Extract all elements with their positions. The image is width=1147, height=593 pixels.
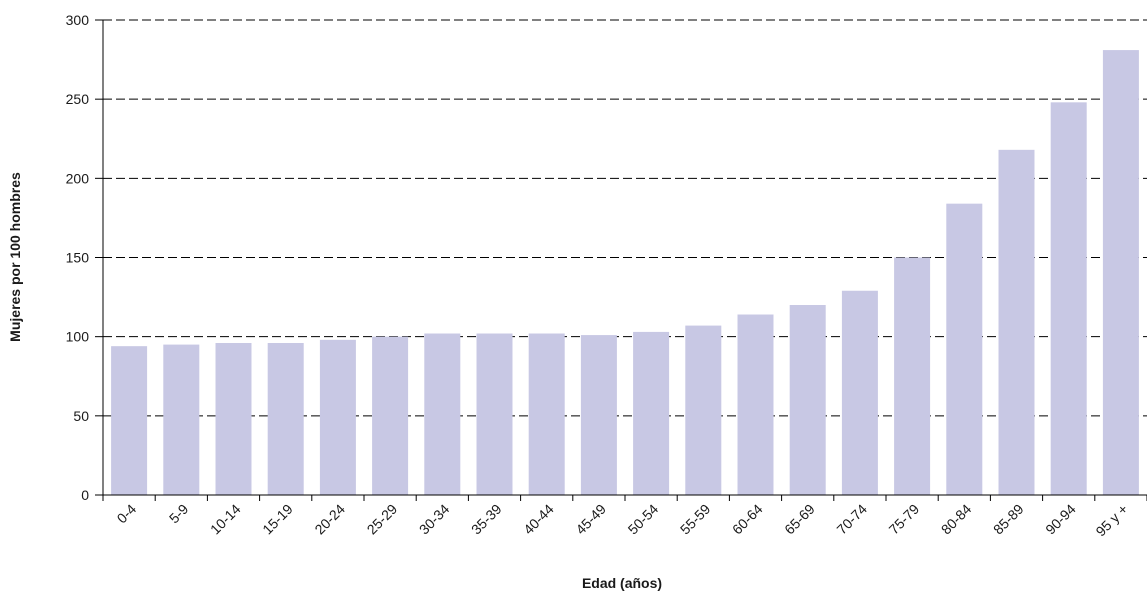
x-tick-label: 90-94 (1042, 501, 1079, 538)
y-tick-label: 250 (66, 91, 90, 107)
x-tick-label: 15-19 (259, 501, 296, 538)
bars (111, 50, 1139, 496)
x-tick-label: 95 y + (1092, 501, 1131, 540)
y-tick-label: 200 (66, 170, 90, 186)
bar-40-44 (528, 333, 565, 495)
bar-85-89 (998, 149, 1035, 496)
x-tick-label: 45-49 (572, 501, 609, 538)
bar-0-4 (111, 346, 148, 495)
x-tick-label: 35-39 (468, 501, 505, 538)
bar-70-74 (841, 290, 878, 495)
bar-80-84 (946, 203, 983, 495)
x-tick-label: 0-4 (114, 501, 140, 527)
bar-50-54 (633, 331, 670, 495)
x-tick-label: 60-64 (729, 501, 766, 538)
x-tick-label: 70-74 (833, 501, 870, 538)
bar-95yplus (1102, 50, 1139, 495)
bar-35-39 (476, 333, 513, 495)
bar-90-94 (1050, 102, 1087, 495)
y-tick-label: 150 (66, 250, 90, 266)
x-tick-label: 65-69 (781, 501, 818, 538)
x-tick-label: 40-44 (520, 501, 557, 538)
x-tick-label: 80-84 (938, 501, 975, 538)
bar-45-49 (580, 335, 617, 495)
x-tick-label: 75-79 (886, 501, 923, 538)
bar-55-59 (685, 325, 722, 495)
x-tick-label: 5-9 (166, 501, 192, 527)
bar-60-64 (737, 314, 774, 495)
bar-15-19 (267, 343, 304, 495)
x-tick-label: 85-89 (990, 501, 1027, 538)
x-ticks: 0-4 5-9 10-14 15-19 20-24 25-29 30-34 35-39 40-4… (102, 495, 1147, 540)
y-ticks: 0 50 100 150 200 250 300 (66, 12, 103, 503)
x-tick-label: 50-54 (625, 501, 662, 538)
y-tick-label: 300 (66, 12, 90, 28)
y-tick-label: 100 (66, 329, 90, 345)
y-tick-label: 0 (81, 487, 89, 503)
x-tick-label: 25-29 (364, 501, 401, 538)
bar-5-9 (163, 344, 200, 495)
x-tick-label: 30-34 (416, 501, 453, 538)
bar-20-24 (319, 339, 356, 495)
y-tick-label: 50 (73, 408, 89, 424)
bar-30-34 (424, 333, 461, 495)
y-axis-title: Mujeres por 100 hombres (7, 172, 23, 342)
x-axis-title: Edad (años) (582, 575, 662, 591)
bar-65-69 (789, 305, 826, 495)
x-tick-label: 55-59 (677, 501, 714, 538)
grid-lines (103, 19, 1147, 417)
bar-75-79 (894, 257, 931, 495)
bar-10-14 (215, 343, 252, 495)
x-tick-label: 10-14 (207, 501, 244, 538)
bar-25-29 (372, 336, 409, 495)
x-tick-label: 20-24 (311, 501, 348, 538)
